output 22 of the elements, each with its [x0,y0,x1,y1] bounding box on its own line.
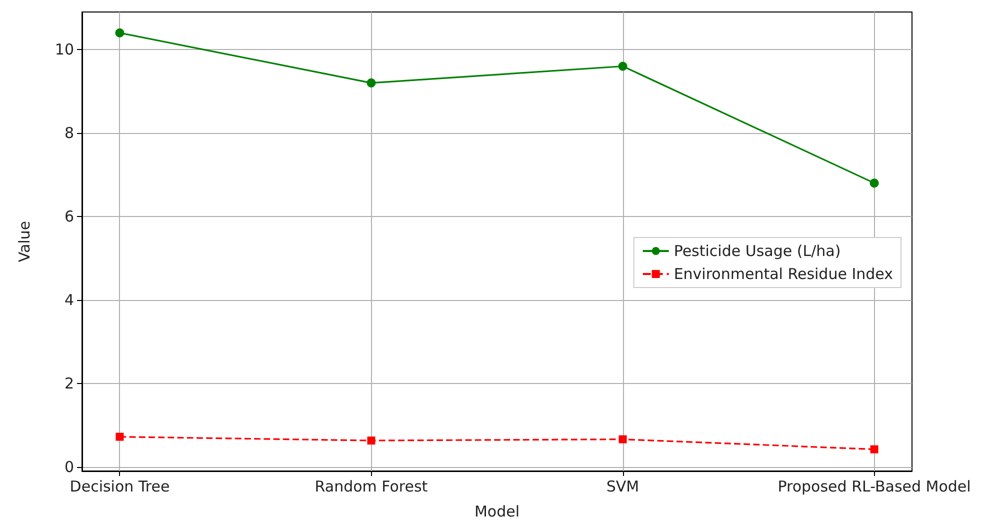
point [366,78,376,88]
y-tick-label: 2 [64,374,74,392]
x-axis-title: Model [474,502,520,520]
y-tick-label: 10 [54,40,74,59]
x-tick-label: Proposed RL-Based Model [778,478,971,496]
x-tick-label: Random Forest [314,478,428,496]
x-tick-label: SVM [606,478,640,496]
y-tick-label: 0 [64,458,74,476]
point [618,62,628,71]
point [618,435,627,444]
legend-label: Environmental Residue Index [674,265,894,283]
point [116,432,124,441]
x-tick-label: Decision Tree [70,478,170,496]
y-tick-label: 4 [64,290,74,309]
legend-label: Pesticide Usage (L/ha) [674,242,841,260]
point [870,178,879,188]
y-tick-label: 6 [64,207,74,226]
point [870,445,878,454]
point [367,436,376,445]
point [115,28,124,38]
y-tick-label: 8 [64,124,74,142]
y-axis-title: Value [16,220,34,262]
